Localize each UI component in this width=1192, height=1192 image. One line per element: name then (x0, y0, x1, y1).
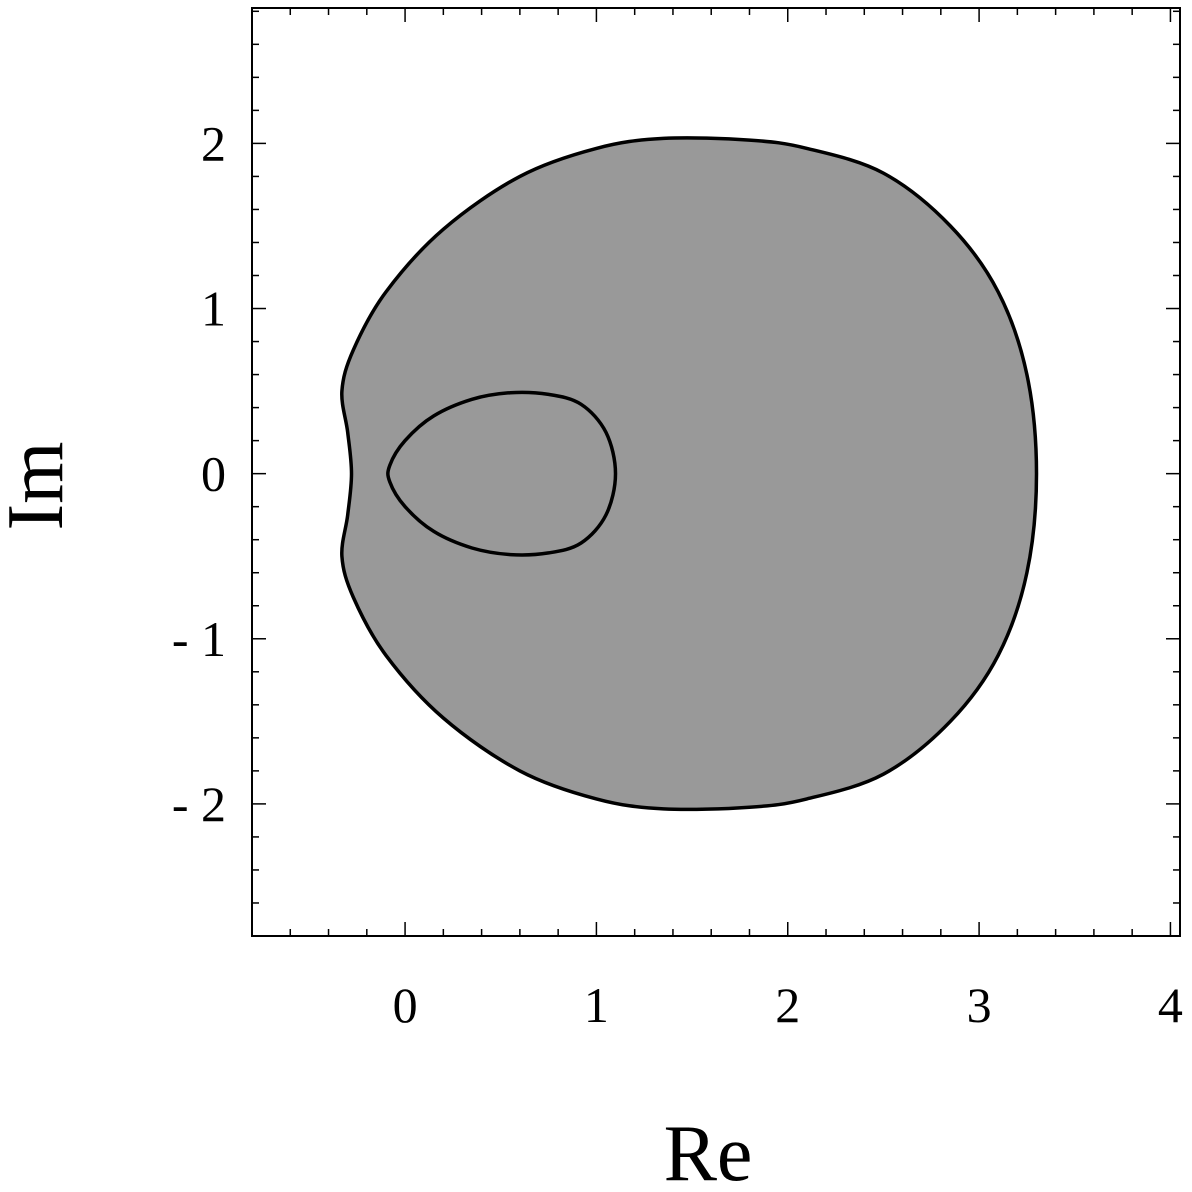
x-tick-label: 0 (393, 977, 418, 1033)
tick-marks (251, 8, 1180, 936)
region-outer-boundary (340, 136, 1039, 812)
x-tick-label: 3 (967, 977, 992, 1033)
plot-frame (251, 7, 1181, 937)
x-tick-label: 2 (775, 977, 800, 1033)
y-tick-label: - 1 (172, 611, 226, 667)
region-layer (340, 136, 1039, 812)
y-tick-label: 1 (201, 281, 226, 337)
y-tick-label: - 2 (172, 776, 226, 832)
y-axis-title: Im (0, 442, 80, 531)
tick-labels: 0 1 2 3 4 - 2 - 1 0 1 2 (172, 115, 1183, 1033)
x-tick-label: 1 (584, 977, 609, 1033)
x-tick-label: 4 (1158, 977, 1183, 1033)
region-inner-boundary (386, 390, 618, 557)
y-tick-label: 2 (201, 115, 226, 171)
y-tick-label: 0 (201, 446, 226, 502)
x-axis-title: Re (664, 1110, 753, 1192)
